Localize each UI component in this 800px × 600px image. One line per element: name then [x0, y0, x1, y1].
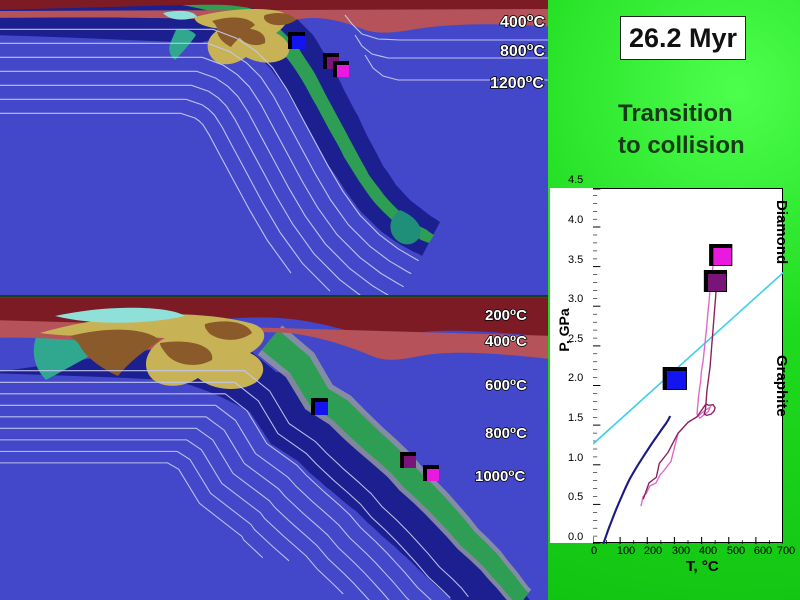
svg-text:800oC: 800oC: [485, 425, 527, 443]
svg-text:800oC: 800oC: [500, 41, 545, 60]
svg-text:200oC: 200oC: [485, 307, 527, 325]
svg-text:1200oC: 1200oC: [490, 73, 544, 92]
svg-text:1000oC: 1000oC: [475, 468, 525, 486]
svg-text:400oC: 400oC: [500, 12, 545, 31]
svg-text:600oC: 600oC: [485, 377, 527, 395]
svg-text:400oC: 400oC: [485, 333, 527, 351]
